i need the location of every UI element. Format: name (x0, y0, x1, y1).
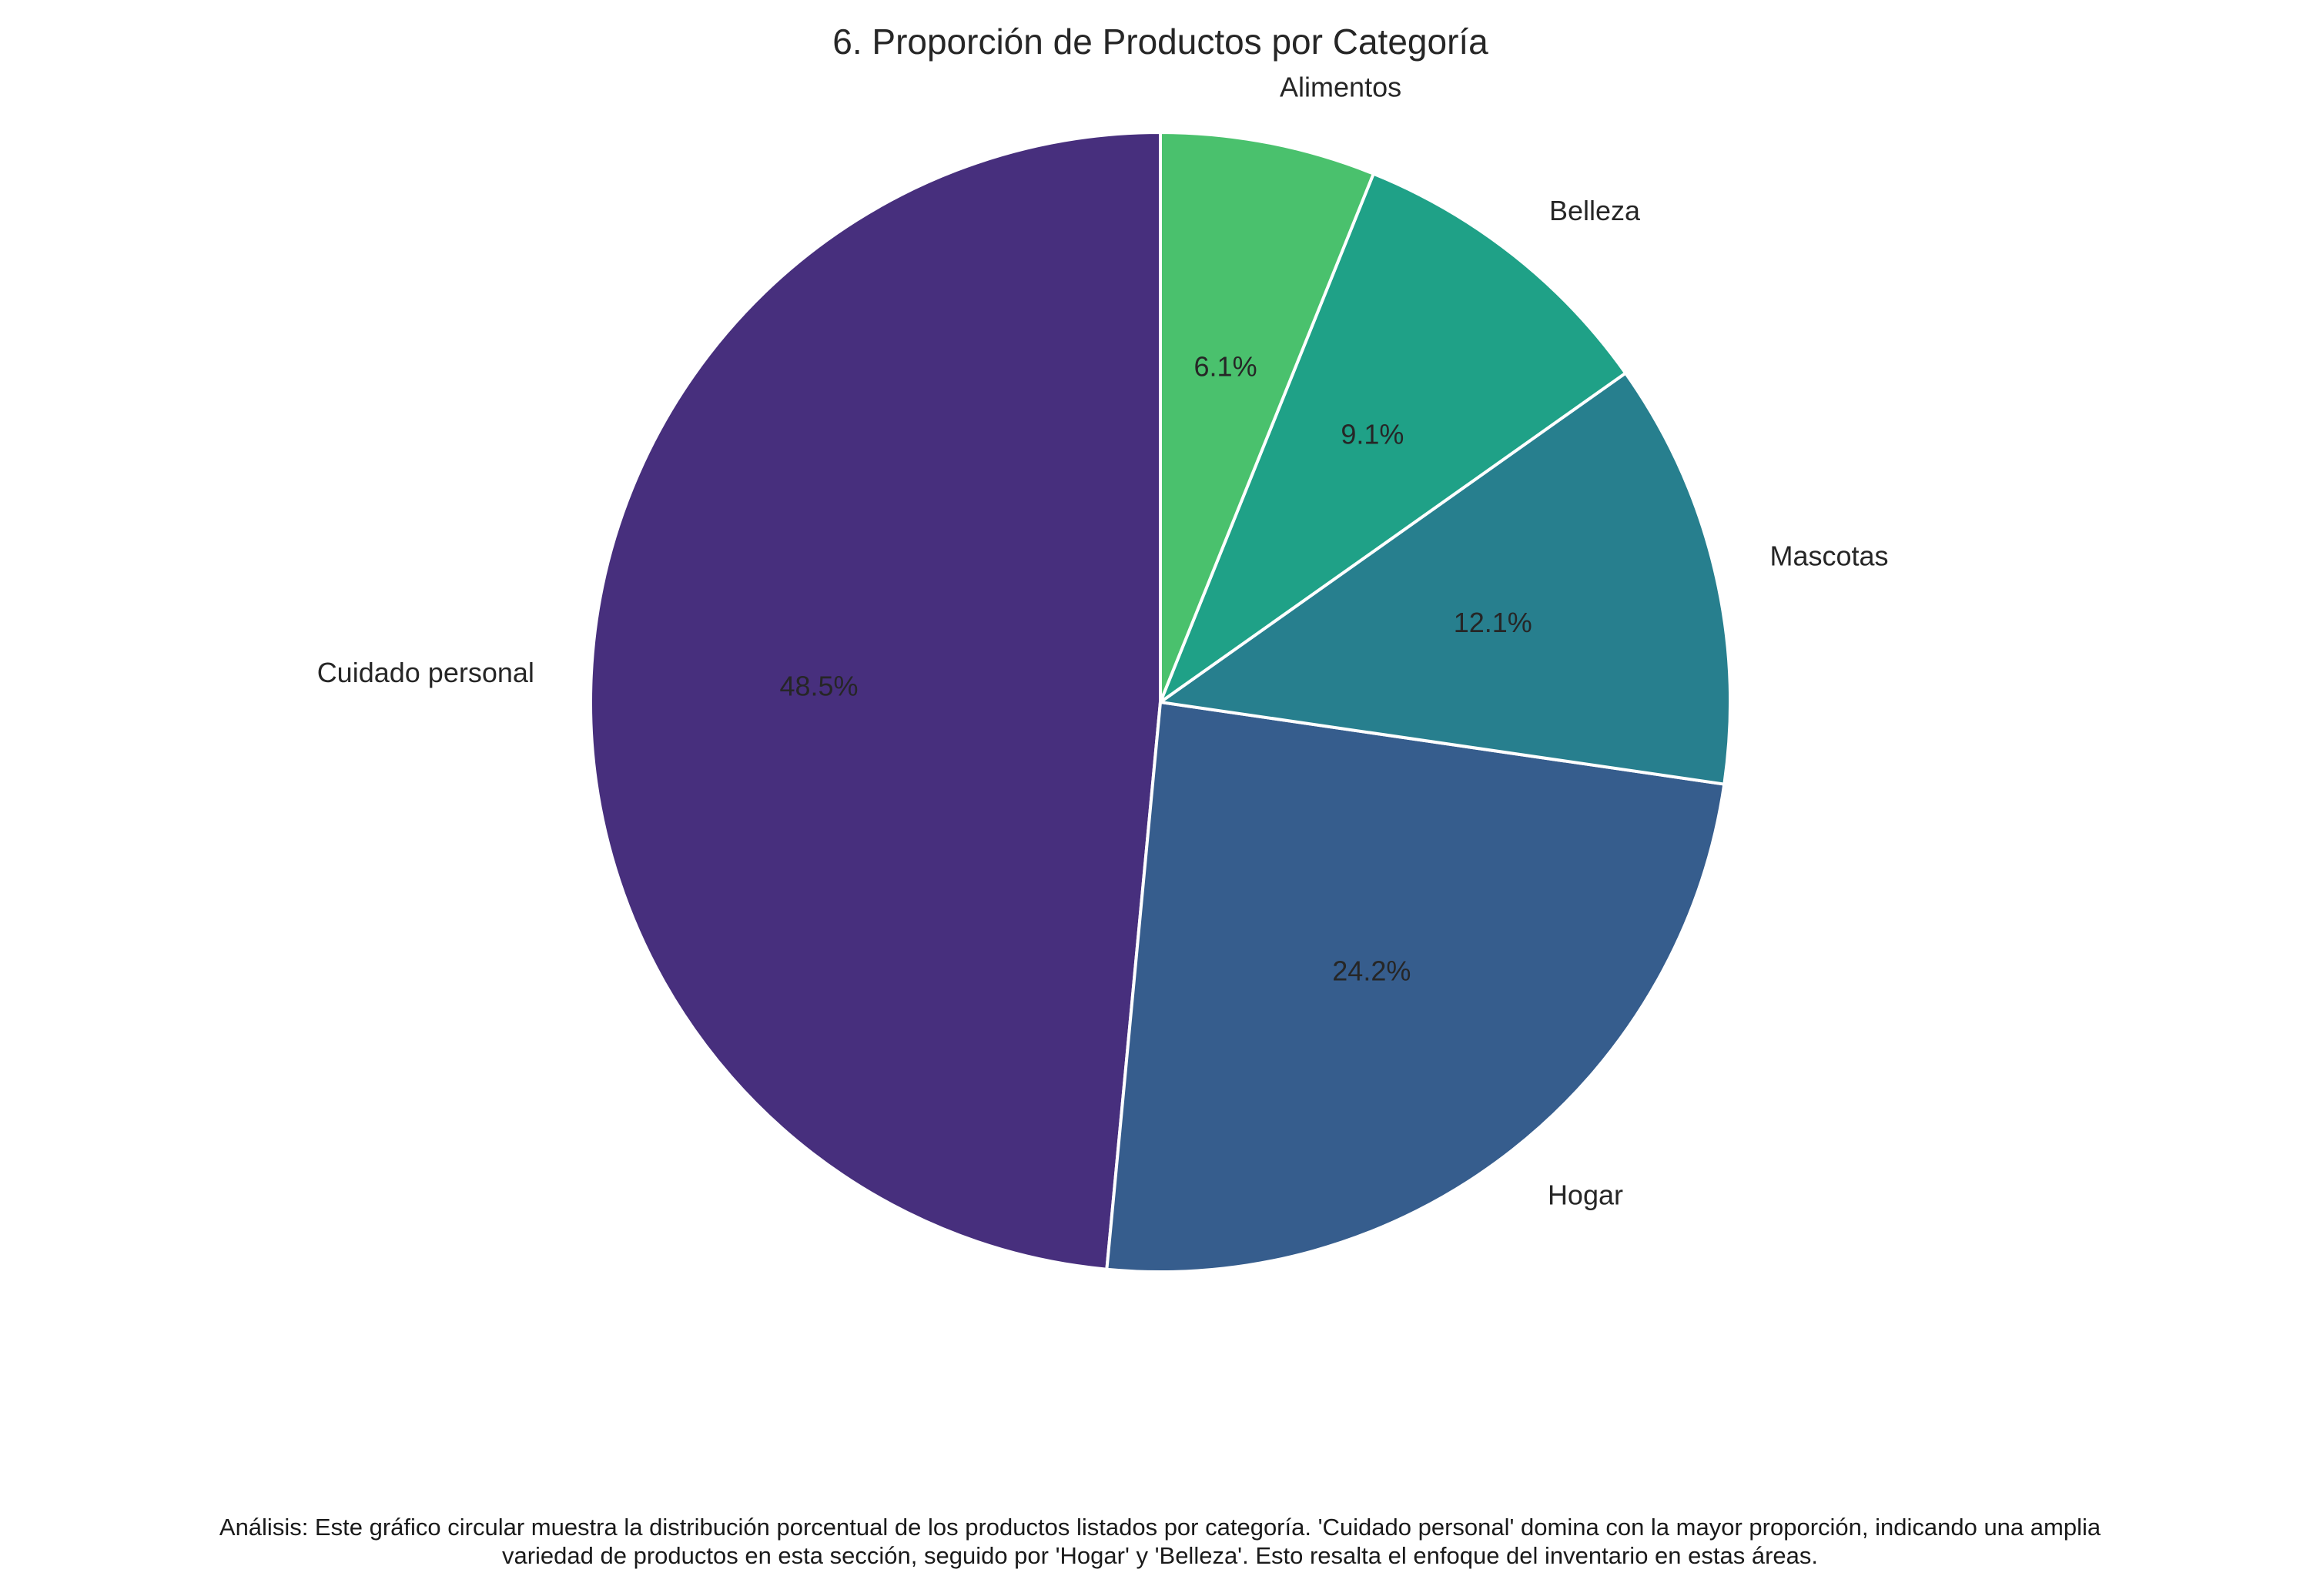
analysis-caption: Análisis: Este gráfico circular muestra … (0, 1513, 2320, 1570)
chart-title: 6. Proporción de Productos por Categoría (832, 22, 1488, 62)
pct-label-mascotas: 12.1% (1454, 607, 1532, 638)
pie-slice-hogar (1105, 701, 1726, 1274)
slice-label-alimentos: Alimentos (1280, 71, 1401, 102)
pct-label-cuidado-personal: 48.5% (779, 671, 858, 702)
slice-label-hogar: Hogar (1548, 1179, 1623, 1211)
pie-slice-alimentos (1159, 131, 1375, 704)
pie-slice-cuidado-personal (589, 131, 1162, 1271)
slice-label-mascotas: Mascotas (1770, 540, 1889, 571)
pie-labels: Cuidado personal 48.5% Hogar 24.2% Mascotas 1… (317, 71, 1889, 1210)
slice-label-belleza: Belleza (1549, 195, 1641, 226)
analysis-line-2: variedad de productos en esta sección, s… (501, 1542, 1819, 1569)
pie-slice-mascotas (1159, 371, 1732, 786)
pct-label-hogar: 24.2% (1332, 955, 1411, 987)
analysis-line-1: Análisis: Este gráfico circular muestra … (219, 1514, 2101, 1541)
slice-label-cuidado-personal: Cuidado personal (317, 657, 534, 688)
pie-slice-belleza (1159, 172, 1628, 704)
pct-label-alimentos: 6.1% (1194, 351, 1257, 383)
pie-slices (589, 131, 1732, 1274)
pct-label-belleza: 9.1% (1341, 418, 1404, 450)
